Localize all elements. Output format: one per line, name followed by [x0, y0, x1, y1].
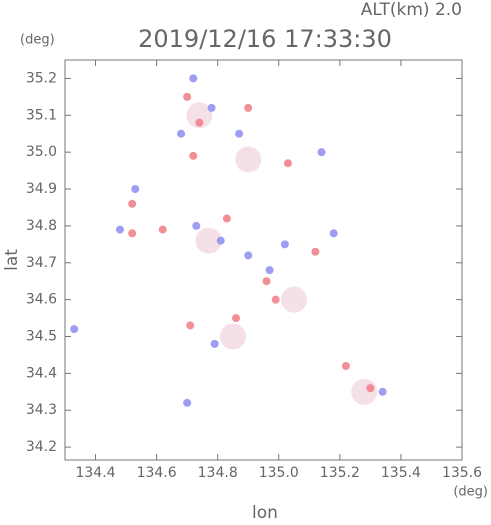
y-tick-label: 35.0 — [26, 144, 57, 160]
x-tick-label: 135.0 — [259, 465, 299, 481]
echo-point — [183, 92, 192, 101]
y-axis-label: lat — [2, 249, 22, 271]
y-tick-label: 34.9 — [26, 181, 57, 197]
echo-point — [128, 199, 137, 208]
x-tick-label: 135.2 — [320, 465, 360, 481]
echo-point — [378, 387, 387, 396]
echo-point — [177, 129, 186, 138]
echo-point — [219, 323, 246, 350]
echo-point — [222, 214, 231, 223]
echo-point — [244, 251, 253, 260]
echo-point — [115, 225, 124, 234]
y-unit: (deg) — [20, 33, 55, 48]
y-tick-label: 34.8 — [26, 218, 57, 234]
echo-point — [262, 277, 271, 286]
y-tick-label: 35.2 — [26, 70, 57, 86]
y-tick-label: 34.6 — [26, 292, 57, 308]
echo-point — [216, 236, 225, 245]
echo-point — [317, 148, 326, 157]
echo-point — [189, 74, 198, 83]
y-tick-label: 34.2 — [26, 439, 57, 455]
echo-point — [280, 240, 289, 249]
echo-point — [366, 384, 375, 393]
echo-point — [186, 102, 213, 129]
x-tick-label: 134.4 — [75, 465, 115, 481]
echo-point — [210, 339, 219, 348]
x-tick-label: 135.6 — [442, 465, 482, 481]
x-tick-label: 135.4 — [381, 465, 421, 481]
y-tick-label: 34.5 — [26, 328, 57, 344]
echo-point — [128, 229, 137, 238]
altitude-label: ALT(km) 2.0 — [361, 0, 462, 20]
x-unit: (deg) — [453, 485, 488, 500]
echo-point — [235, 146, 262, 173]
echo-point — [311, 247, 320, 256]
y-tick-label: 34.3 — [26, 402, 57, 418]
echo-point — [195, 118, 204, 127]
echo-point — [192, 221, 201, 230]
plot-frame — [64, 59, 463, 461]
echo-point — [283, 159, 292, 168]
x-axis-label: lon — [252, 503, 278, 521]
echo-point — [131, 185, 140, 194]
echo-point — [189, 151, 198, 160]
y-tick-label: 34.7 — [26, 255, 57, 271]
echo-point — [329, 229, 338, 238]
echo-point — [232, 314, 241, 323]
echo-point — [235, 129, 244, 138]
echo-point — [70, 325, 79, 334]
echo-point — [244, 103, 253, 112]
echo-point — [341, 361, 350, 370]
echo-point — [271, 295, 280, 304]
chart-title: 2019/12/16 17:33:30 — [138, 25, 392, 53]
y-tick-label: 35.1 — [26, 107, 57, 123]
echo-point — [351, 378, 378, 405]
echo-point — [195, 227, 222, 254]
echo-point — [281, 286, 308, 313]
y-tick-label: 34.4 — [26, 365, 57, 381]
echo-point — [158, 225, 167, 234]
echo-point — [186, 321, 195, 330]
x-tick-label: 134.6 — [137, 465, 177, 481]
echo-point — [265, 266, 274, 275]
echo-point — [183, 398, 192, 407]
x-tick-label: 134.8 — [198, 465, 238, 481]
echo-point — [207, 103, 216, 112]
